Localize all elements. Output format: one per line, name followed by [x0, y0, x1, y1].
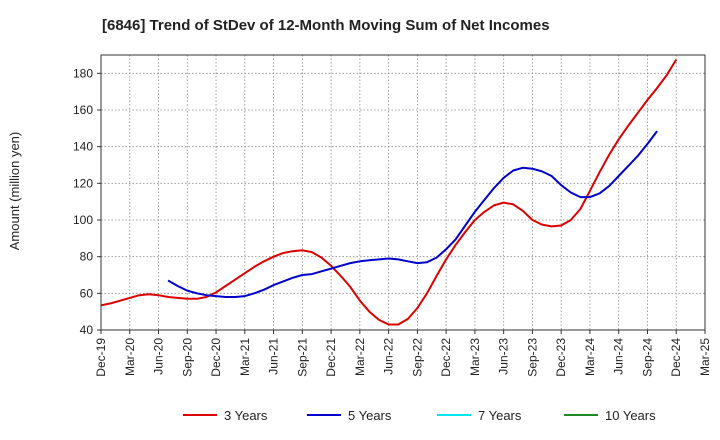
y-tick-label: 140 — [73, 140, 93, 154]
y-axis-ticks: 40 60 80 100 120 140 160 180 — [73, 66, 101, 337]
x-tick-label: Sep-23 — [525, 338, 539, 377]
x-tick-label: Jun-20 — [152, 338, 166, 375]
plot-frame — [100, 54, 706, 331]
legend-label: 10 Years — [605, 408, 656, 423]
x-tick-label: Sep-21 — [295, 338, 309, 377]
legend: 3 Years 5 Years 7 Years 10 Years — [183, 408, 656, 423]
x-tick-label: Sep-22 — [410, 338, 424, 377]
x-tick-label: Jun-21 — [267, 338, 281, 375]
x-tick-label: Dec-21 — [324, 338, 338, 377]
x-tick-label: Dec-23 — [554, 338, 568, 377]
x-tick-label: Jun-22 — [382, 338, 396, 375]
x-tick-label: Dec-20 — [209, 338, 223, 377]
x-tick-label: Sep-20 — [180, 338, 194, 377]
grid — [101, 55, 705, 330]
x-tick-label: Dec-19 — [94, 338, 108, 377]
y-tick-label: 40 — [80, 323, 94, 337]
y-tick-label: 120 — [73, 176, 93, 190]
y-tick-label: 100 — [73, 213, 93, 227]
x-tick-label: Dec-22 — [439, 338, 453, 377]
x-tick-label: Mar-25 — [698, 338, 712, 376]
x-tick-label: Mar-24 — [583, 338, 597, 376]
y-tick-label: 80 — [80, 250, 94, 264]
x-axis-ticks: Dec-19 Mar-20 Jun-20 Sep-20 Dec-20 Mar-21 Jun-… — [94, 330, 712, 377]
y-tick-label: 60 — [80, 286, 94, 300]
x-tick-label: Jun-23 — [497, 338, 511, 375]
x-tick-label: Mar-22 — [353, 338, 367, 376]
legend-label: 3 Years — [224, 408, 268, 423]
x-tick-label: Dec-24 — [669, 338, 683, 377]
x-tick-label: Sep-24 — [640, 338, 654, 377]
y-axis-label: Amount (million yen) — [7, 132, 22, 251]
legend-label: 7 Years — [478, 408, 522, 423]
series-lines — [100, 59, 678, 326]
x-tick-label: Mar-21 — [238, 338, 252, 376]
x-tick-label: Mar-20 — [123, 338, 137, 376]
x-tick-label: Jun-24 — [612, 338, 626, 375]
legend-label: 5 Years — [348, 408, 392, 423]
series-line — [167, 130, 658, 298]
series-line — [100, 59, 678, 326]
y-tick-label: 180 — [73, 66, 93, 80]
x-tick-label: Mar-23 — [468, 338, 482, 376]
y-tick-label: 160 — [73, 103, 93, 117]
chart-title: [6846] Trend of StDev of 12-Month Moving… — [102, 17, 550, 34]
